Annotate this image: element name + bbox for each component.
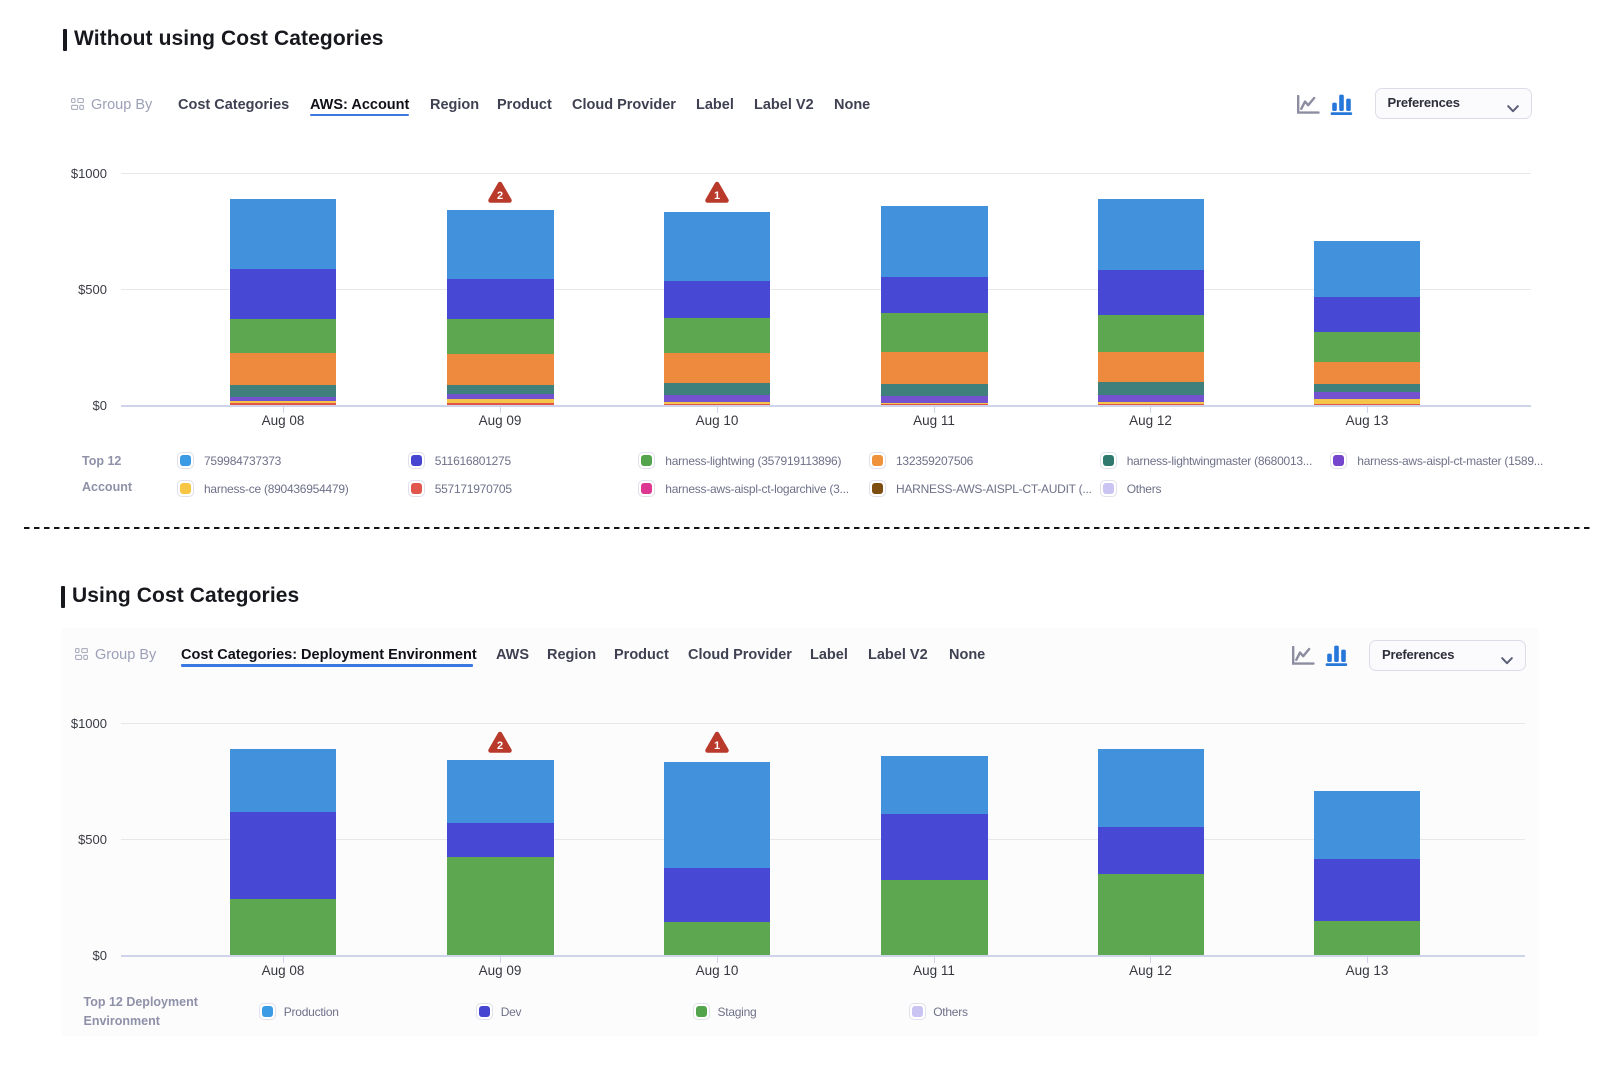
svg-text:2: 2 xyxy=(497,740,503,752)
svg-text:1: 1 xyxy=(714,740,720,752)
svg-text:2: 2 xyxy=(497,190,503,202)
svg-text:1: 1 xyxy=(714,190,720,202)
